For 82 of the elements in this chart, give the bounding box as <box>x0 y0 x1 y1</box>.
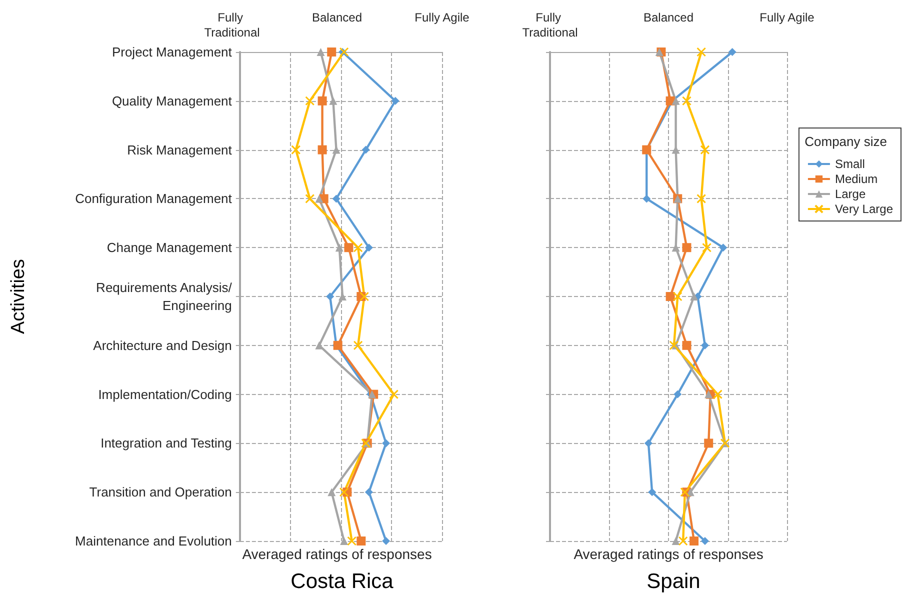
point <box>327 48 336 56</box>
y-tick-label: Integration and Testing <box>100 436 232 451</box>
y-tick-label: Change Management <box>106 240 232 256</box>
point <box>339 487 349 497</box>
text: Fully Agile <box>760 10 815 24</box>
point <box>362 146 370 154</box>
point <box>315 194 324 203</box>
text: Balanced <box>312 10 362 24</box>
point <box>712 390 722 400</box>
y-tick-label: Quality Management <box>112 93 232 108</box>
point <box>316 48 325 56</box>
point <box>328 488 336 496</box>
point <box>719 244 728 252</box>
point <box>389 390 399 400</box>
point <box>696 194 706 204</box>
point <box>382 439 390 448</box>
point <box>353 340 363 350</box>
point <box>332 194 340 203</box>
text: Spain <box>646 570 700 593</box>
x-axis-title: Averaged ratings of responses <box>574 546 764 562</box>
point <box>382 537 390 545</box>
text: Fully Traditional <box>522 10 578 40</box>
point <box>339 47 349 57</box>
point <box>642 194 651 203</box>
legend-title: Company size <box>804 134 888 149</box>
point <box>672 537 680 545</box>
point <box>648 488 656 496</box>
point <box>678 536 688 546</box>
point <box>728 48 736 56</box>
point <box>329 96 338 105</box>
y-tick-label: Configuration Management <box>75 191 232 206</box>
point <box>364 244 373 252</box>
point <box>356 536 366 546</box>
text: Fully Agile <box>414 10 470 24</box>
y-axis-title: Activities <box>8 259 29 334</box>
point <box>305 96 315 106</box>
point <box>391 96 400 105</box>
legend-label: Medium <box>834 172 878 186</box>
point <box>700 537 709 545</box>
point <box>364 488 373 496</box>
point <box>704 438 714 448</box>
point <box>700 341 709 350</box>
y-tick-label: Requirements Analysis/Engineering <box>96 280 232 313</box>
text: Costa Rica <box>290 570 394 593</box>
y-tick-label: Risk Management <box>127 142 232 158</box>
point <box>696 47 706 57</box>
y-tick-label: Maintenance and Evolution <box>75 534 232 548</box>
point <box>702 242 712 252</box>
point <box>291 145 301 155</box>
y-tick-label: Transition and Operation <box>89 484 232 500</box>
point <box>690 292 698 300</box>
point <box>690 536 699 546</box>
point <box>318 96 327 106</box>
point <box>655 48 664 56</box>
point <box>669 340 679 350</box>
point <box>682 243 692 252</box>
point <box>682 340 692 350</box>
point <box>335 244 344 252</box>
point <box>326 292 334 300</box>
point <box>318 145 327 154</box>
point <box>353 242 363 252</box>
x-axis-title: Averaged ratings of responses <box>242 546 432 562</box>
text: Fully Traditional <box>204 10 260 40</box>
point <box>340 537 348 545</box>
point <box>305 194 315 204</box>
point <box>672 96 680 105</box>
point <box>666 292 675 301</box>
point <box>347 536 357 546</box>
point <box>672 292 682 302</box>
y-tick-label: Implementation/Coding <box>98 386 232 402</box>
legend-label: Small <box>834 157 865 171</box>
point <box>682 96 692 106</box>
point <box>674 390 682 398</box>
legend-label: Very Large <box>834 202 894 216</box>
legend-label: Large <box>834 187 866 201</box>
y-tick-label: Architecture and Design <box>93 338 232 353</box>
point <box>700 145 710 155</box>
point <box>644 439 652 448</box>
point <box>344 243 354 252</box>
y-tick-label: Project Management <box>112 44 232 60</box>
point <box>360 292 370 302</box>
text: Balanced <box>643 10 694 24</box>
